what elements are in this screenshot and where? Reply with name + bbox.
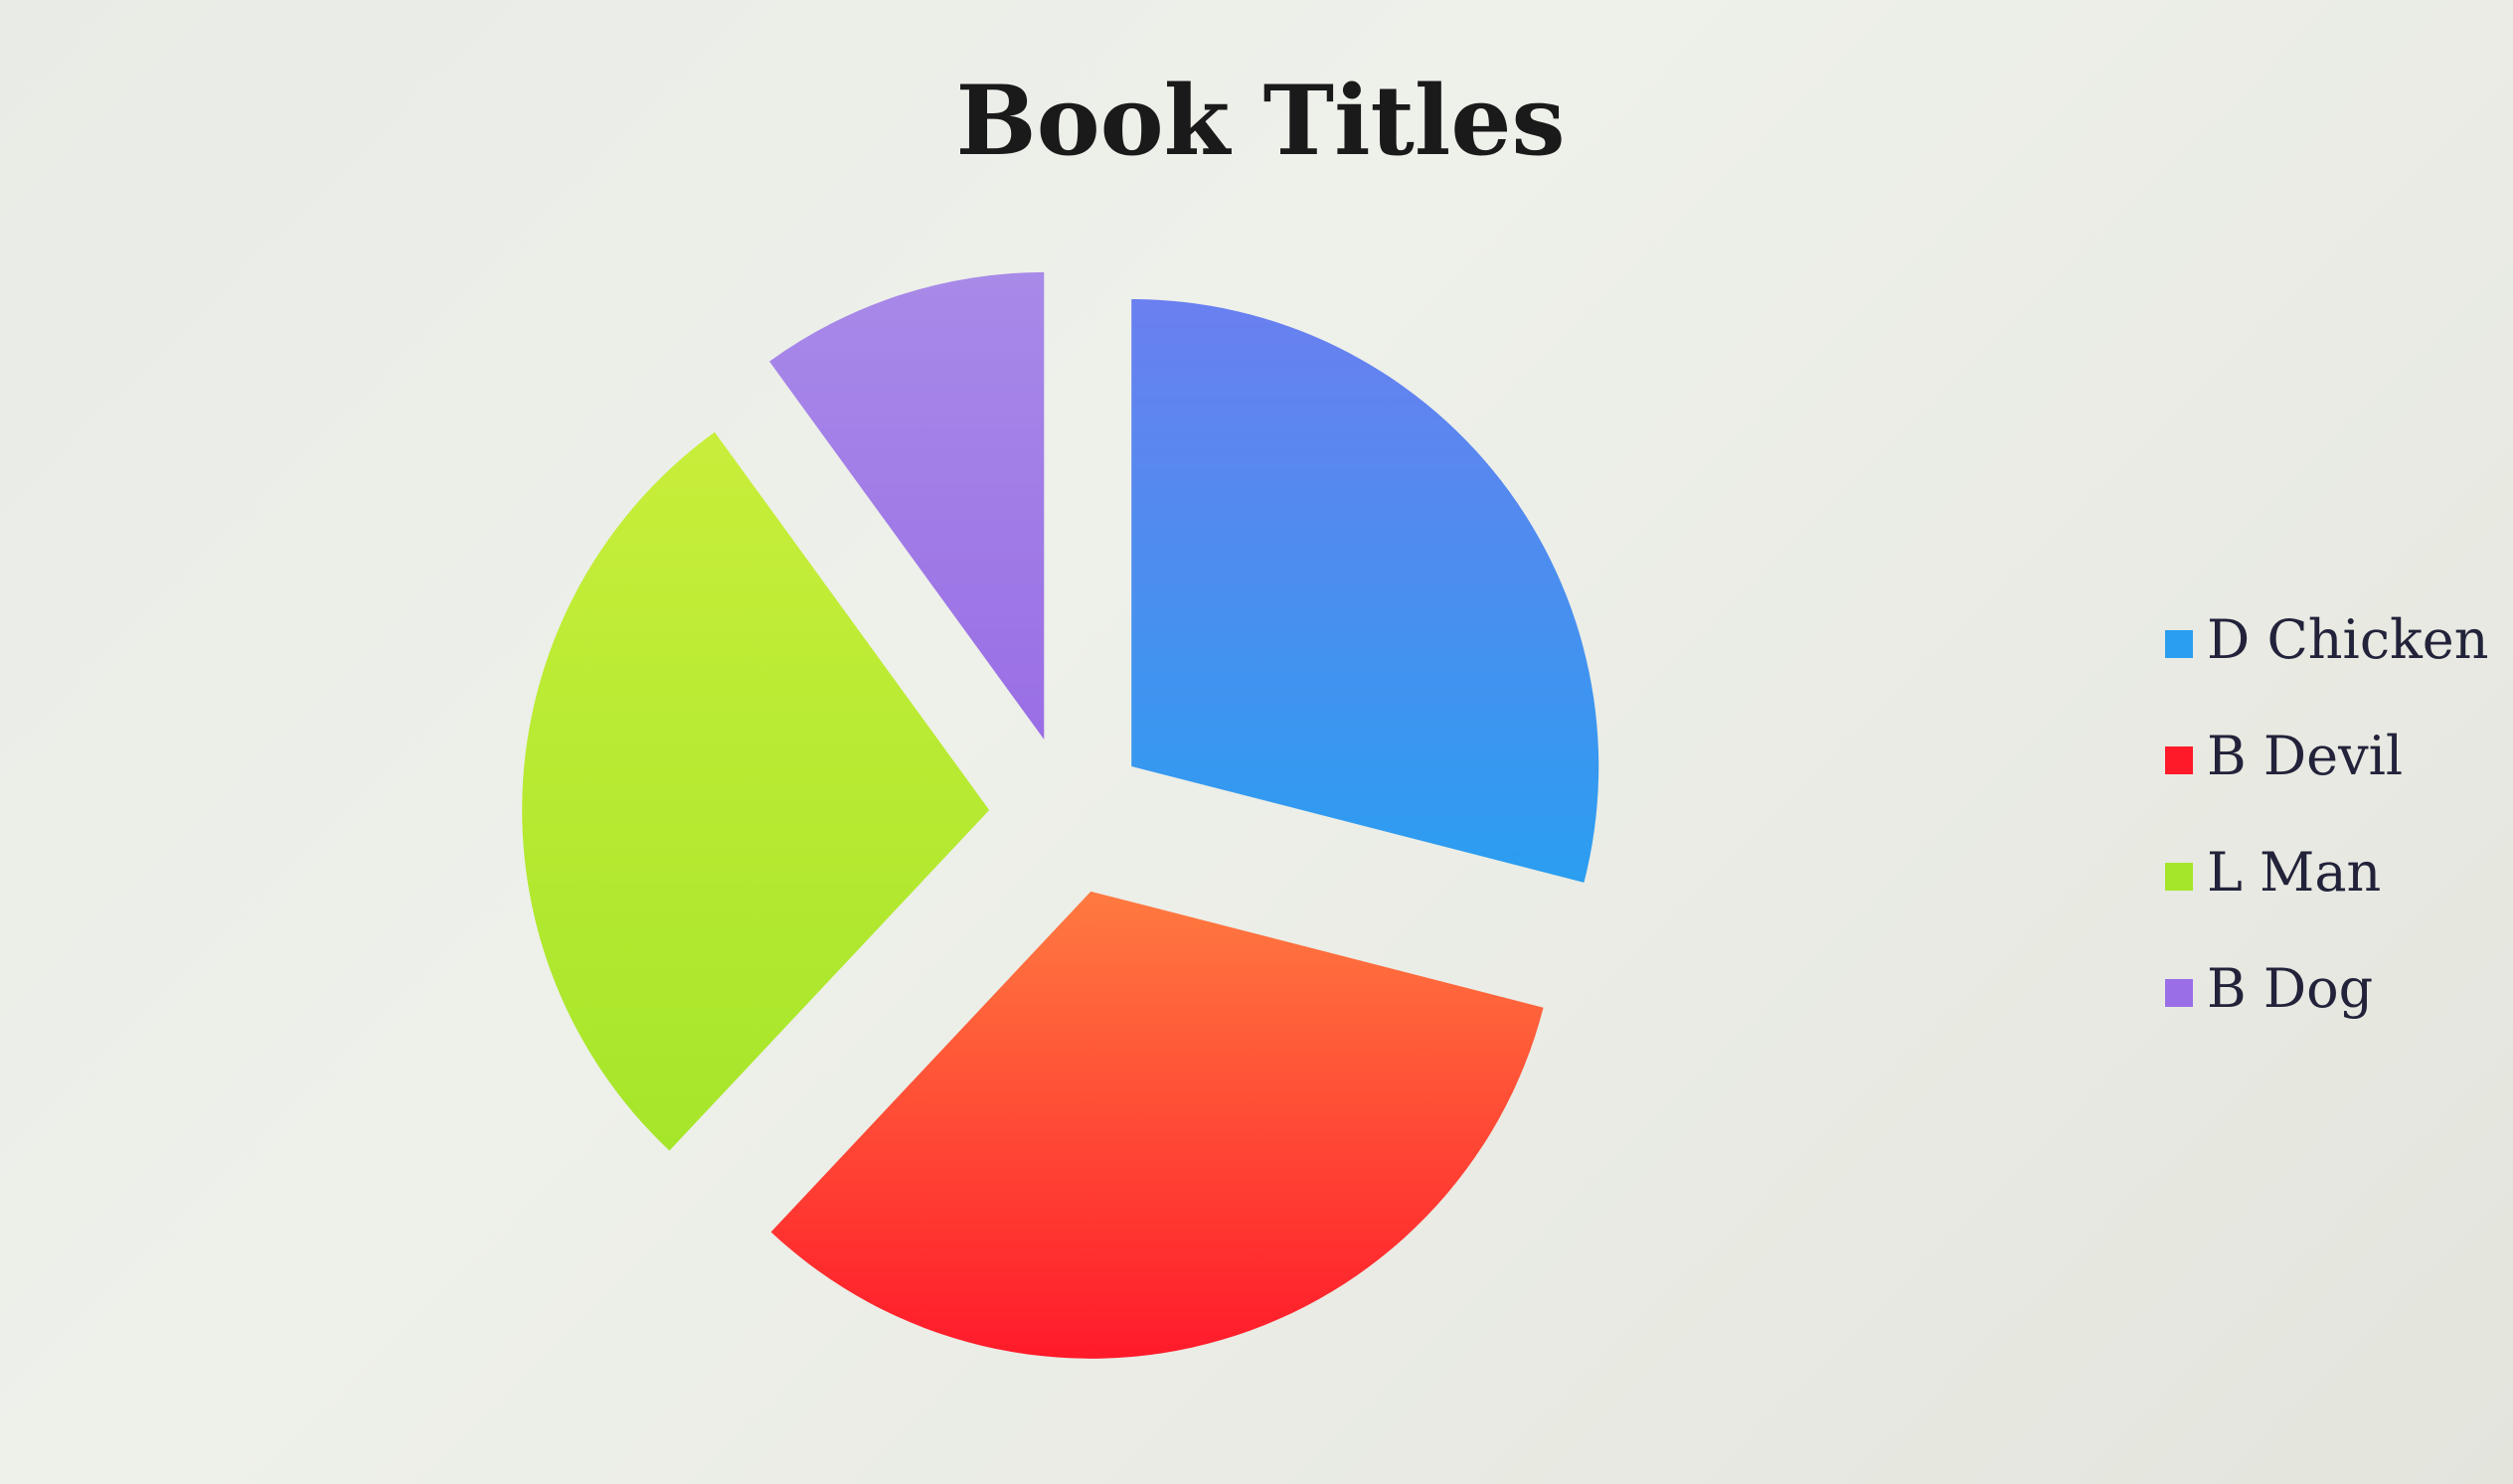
legend-label: B Devil bbox=[2207, 725, 2403, 787]
pie-slices bbox=[522, 271, 1599, 1359]
legend-swatch bbox=[2165, 863, 2193, 891]
legend-swatch bbox=[2165, 746, 2193, 774]
legend-label: B Dog bbox=[2207, 957, 2373, 1020]
legend-label: L Man bbox=[2207, 841, 2381, 904]
legend-swatch bbox=[2165, 630, 2193, 658]
legend-label: D Chicken bbox=[2207, 608, 2489, 671]
pie-slice-b-devil bbox=[770, 891, 1544, 1359]
legend: D Chicken B Devil L Man B Dog bbox=[2165, 608, 2489, 1020]
legend-swatch bbox=[2165, 979, 2193, 1007]
chart-title: Book Titles bbox=[956, 65, 1566, 177]
pie-slice-d-chicken bbox=[1131, 298, 1599, 883]
pie-slice-b-dog bbox=[769, 271, 1045, 740]
pie-slice-l-man bbox=[522, 431, 990, 1151]
